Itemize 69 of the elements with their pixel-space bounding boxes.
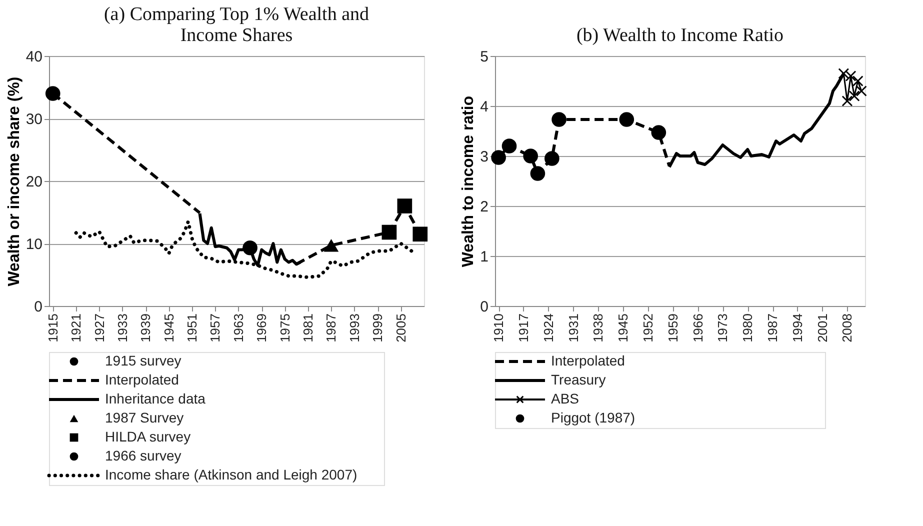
x-tick-label: 1945 xyxy=(616,314,631,342)
x-tick-label: 1917 xyxy=(516,314,531,342)
y-tick-label: 0 xyxy=(480,298,488,316)
y-tick-label: 3 xyxy=(480,148,488,166)
x-tick-label: 1980 xyxy=(740,314,756,342)
legend-label: HILDA survey xyxy=(105,428,191,444)
point xyxy=(502,138,517,154)
point xyxy=(491,150,506,165)
x-tick-label: 1957 xyxy=(208,314,223,342)
point xyxy=(856,86,867,96)
x-tick-label: 2005 xyxy=(393,314,408,342)
legend-label: 1987 Survey xyxy=(105,410,184,426)
x-tick-label: 1966 xyxy=(690,314,706,342)
x-tick-label: 1963 xyxy=(230,314,246,342)
x-tick-label: 1994 xyxy=(790,314,805,342)
x-tick-label: 1959 xyxy=(665,314,680,342)
y-tick-label: 30 xyxy=(26,111,42,128)
chart-title: (a) Comparing Top 1% Wealth and Income Shares xyxy=(104,4,370,46)
x-tick-label: 1945 xyxy=(161,314,176,342)
x-tick-label: 1973 xyxy=(715,314,730,342)
y-tick-label: 2 xyxy=(480,198,488,216)
chart-title: (b) Wealth to Income Ratio xyxy=(576,25,784,46)
x-tick-label: 1969 xyxy=(254,314,270,342)
x-tick-label: 1993 xyxy=(346,314,362,342)
legend-label: 1966 survey xyxy=(105,448,182,464)
x-tick-label: 1921 xyxy=(68,314,84,342)
x-tick-label: 1924 xyxy=(540,314,556,342)
x-tick-label: 1987 xyxy=(324,314,339,342)
y-axis-title: Wealth to income ratio xyxy=(460,96,478,268)
x-tick-label: 1975 xyxy=(277,314,292,342)
y-tick-label: 40 xyxy=(26,48,42,66)
y-tick-label: 1 xyxy=(480,248,488,266)
y-tick-label: 0 xyxy=(34,298,42,316)
y-tick-label: 10 xyxy=(26,236,42,253)
x-tick-label: 1952 xyxy=(640,314,656,342)
y-tick-label: 5 xyxy=(480,48,488,66)
x-tick-label: 1939 xyxy=(138,314,154,342)
legend-label: 1915 survey xyxy=(105,352,182,368)
point xyxy=(242,240,258,256)
point xyxy=(530,166,546,181)
x-tick-label: 2008 xyxy=(840,314,855,342)
x-tick-label: 1915 xyxy=(45,314,60,342)
x-tick-label: 2001 xyxy=(814,314,830,342)
x-tick-label: 1933 xyxy=(114,314,130,342)
x-tick-label: 1951 xyxy=(184,314,200,342)
y-axis-title: Wealth or income share (%) xyxy=(6,76,23,286)
x-tick-label: 1938 xyxy=(590,314,606,342)
point xyxy=(852,76,864,86)
legend-label: Treasury xyxy=(551,372,606,388)
legend-label: ABS xyxy=(551,390,580,406)
legend-label: Interpolated xyxy=(105,372,179,388)
x-tick-label: 1910 xyxy=(491,314,506,342)
point xyxy=(619,112,634,127)
x-tick-label: 1931 xyxy=(566,314,581,342)
point xyxy=(842,96,853,106)
y-tick-label: 4 xyxy=(480,98,488,116)
x-tick-label: 1987 xyxy=(765,314,780,342)
legend-label: Piggot (1987) xyxy=(551,410,636,426)
point xyxy=(552,112,566,127)
x-tick-label: 1927 xyxy=(92,314,107,342)
point xyxy=(544,151,560,166)
x-tick-label: 1999 xyxy=(370,314,386,342)
y-tick-label: 20 xyxy=(26,174,42,190)
legend-label: Interpolated xyxy=(551,352,625,368)
x-tick-label: 1981 xyxy=(300,314,316,342)
legend-label: Income share (Atkinson and Leigh 2007) xyxy=(105,466,358,482)
point xyxy=(651,125,666,140)
point xyxy=(523,148,538,164)
legend-label: Inheritance data xyxy=(105,390,206,406)
